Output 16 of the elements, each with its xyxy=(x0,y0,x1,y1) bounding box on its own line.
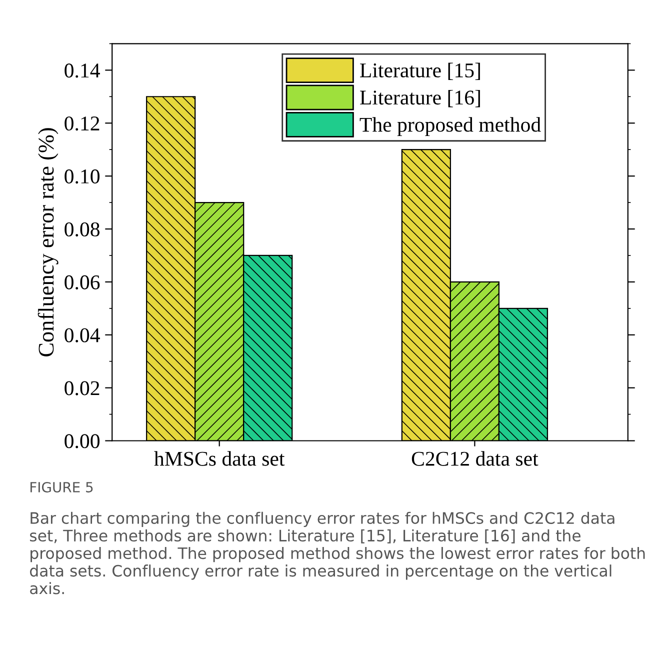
x-tick-label: hMSCs data set xyxy=(154,451,285,466)
y-tick-label: 0.10 xyxy=(64,169,100,184)
text: Bar chart comparing the confluency error rates for hMSCs and C2C12 data set, Three methods are shown: Literature [15], Literature [16] and the proposed method. The proposed method shows the lowest error rates for both data sets. Confluency error rate is measured in percentage on the vertical axis. xyxy=(30,512,645,594)
y-tick-label: 0.14 xyxy=(64,64,100,78)
y-tick-label: 0.04 xyxy=(64,328,100,342)
caption: FIGURE 5 xyxy=(30,482,93,492)
legend-label: Literature [15] xyxy=(360,62,480,80)
legend-label: The proposed method xyxy=(360,117,541,136)
y-tick-label: 0.12 xyxy=(64,116,100,131)
y-tick-label: 0.00 xyxy=(64,434,100,448)
y-tick-label: 0.08 xyxy=(64,222,100,237)
x-tick-label: C2C12 data set xyxy=(412,451,538,466)
y-tick-label: 0.02 xyxy=(64,381,100,396)
y-tick-label: 0.06 xyxy=(64,275,100,290)
y-axis-title: Confluency error rate (%) xyxy=(38,128,58,356)
legend-label: Literature [16] xyxy=(360,90,480,108)
